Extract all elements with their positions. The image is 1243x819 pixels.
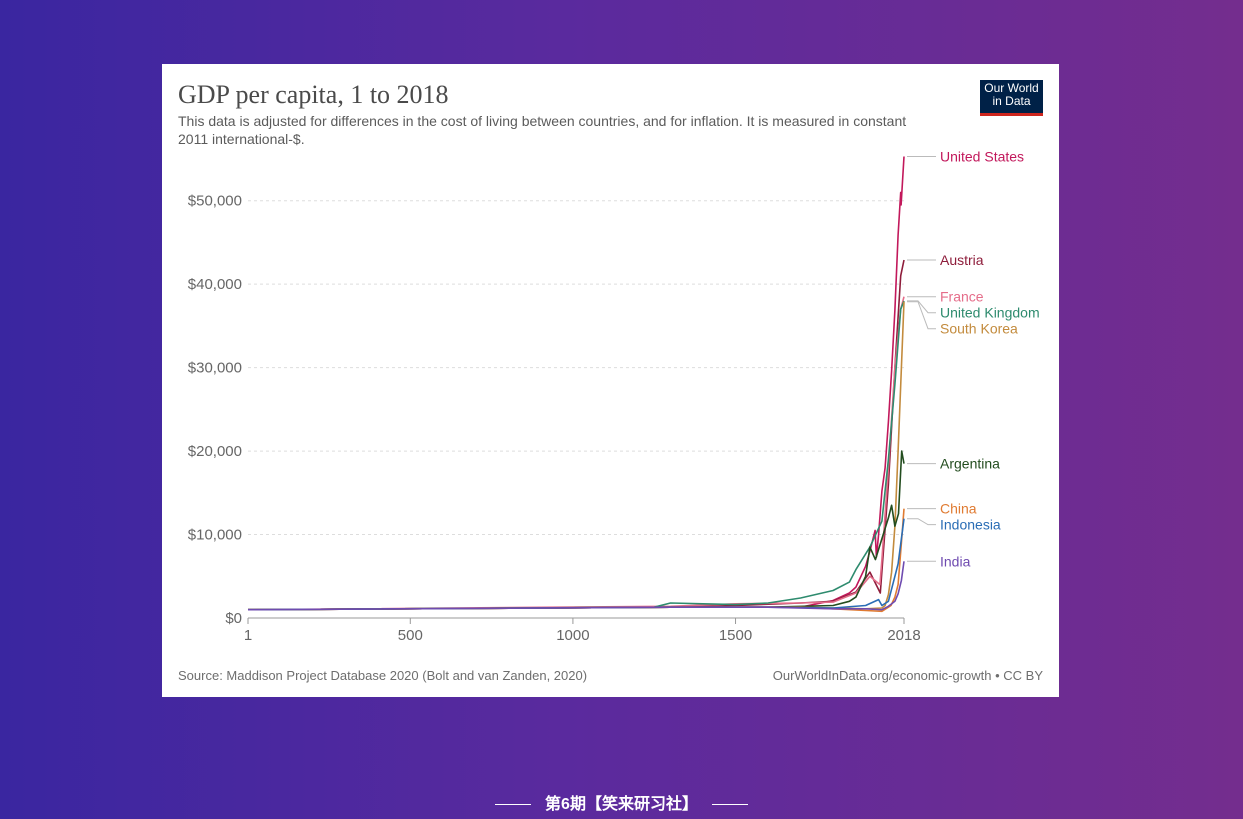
y-tick-label: $30,000 bbox=[188, 360, 242, 377]
logo-line-1: Our World bbox=[984, 81, 1039, 95]
logo-line-2: in Data bbox=[992, 94, 1031, 108]
series-label: France bbox=[940, 289, 984, 305]
footer-dash-right bbox=[711, 804, 748, 806]
y-tick-label: $10,000 bbox=[188, 527, 242, 544]
owid-logo[interactable]: Our World in Data bbox=[980, 80, 1043, 116]
series-line bbox=[247, 301, 905, 611]
series-label: India bbox=[940, 553, 971, 569]
x-tick-label: 500 bbox=[398, 627, 423, 644]
series-line bbox=[247, 561, 905, 611]
footer-dash-left bbox=[495, 804, 532, 806]
series-line bbox=[247, 296, 905, 611]
x-tick-label: 1 bbox=[244, 627, 252, 644]
series-line bbox=[247, 450, 905, 611]
series-label: Indonesia bbox=[940, 517, 1001, 533]
chart-subtitle: This data is adjusted for differences in… bbox=[178, 113, 907, 147]
series-label-connector bbox=[907, 301, 936, 330]
series-label: South Korea bbox=[940, 321, 1018, 337]
series-label: China bbox=[940, 501, 977, 517]
series-label: United States bbox=[940, 148, 1024, 164]
series-line bbox=[247, 156, 905, 611]
y-tick-label: $50,000 bbox=[188, 193, 242, 210]
series-label: United Kingdom bbox=[940, 305, 1040, 321]
source-note: Source: Maddison Project Database 2020 (… bbox=[178, 668, 588, 683]
footer-caption: 第6期【笑来研习社】 bbox=[0, 790, 1243, 814]
series-label: Argentina bbox=[940, 456, 1000, 472]
series-line bbox=[247, 259, 905, 611]
series-label-connector bbox=[907, 518, 936, 526]
y-tick-label: $0 bbox=[225, 610, 242, 627]
series-line bbox=[247, 508, 905, 613]
chart-title: GDP per capita, 1 to 2018 bbox=[178, 80, 449, 109]
y-tick-label: $40,000 bbox=[188, 276, 242, 293]
chart-card: GDP per capita, 1 to 2018 This data is a… bbox=[162, 64, 1059, 697]
series-line bbox=[247, 300, 905, 611]
footer-text: 第6期【笑来研习社】 bbox=[545, 796, 698, 813]
x-tick-label: 1000 bbox=[556, 627, 589, 644]
x-tick-label: 1500 bbox=[719, 627, 752, 644]
y-tick-label: $20,000 bbox=[188, 443, 242, 460]
credit-link[interactable]: OurWorldInData.org/economic-growth • CC … bbox=[772, 668, 1043, 683]
x-tick-label: 2018 bbox=[887, 627, 920, 644]
series-label-connector bbox=[907, 300, 936, 314]
series-label: Austria bbox=[940, 252, 984, 268]
